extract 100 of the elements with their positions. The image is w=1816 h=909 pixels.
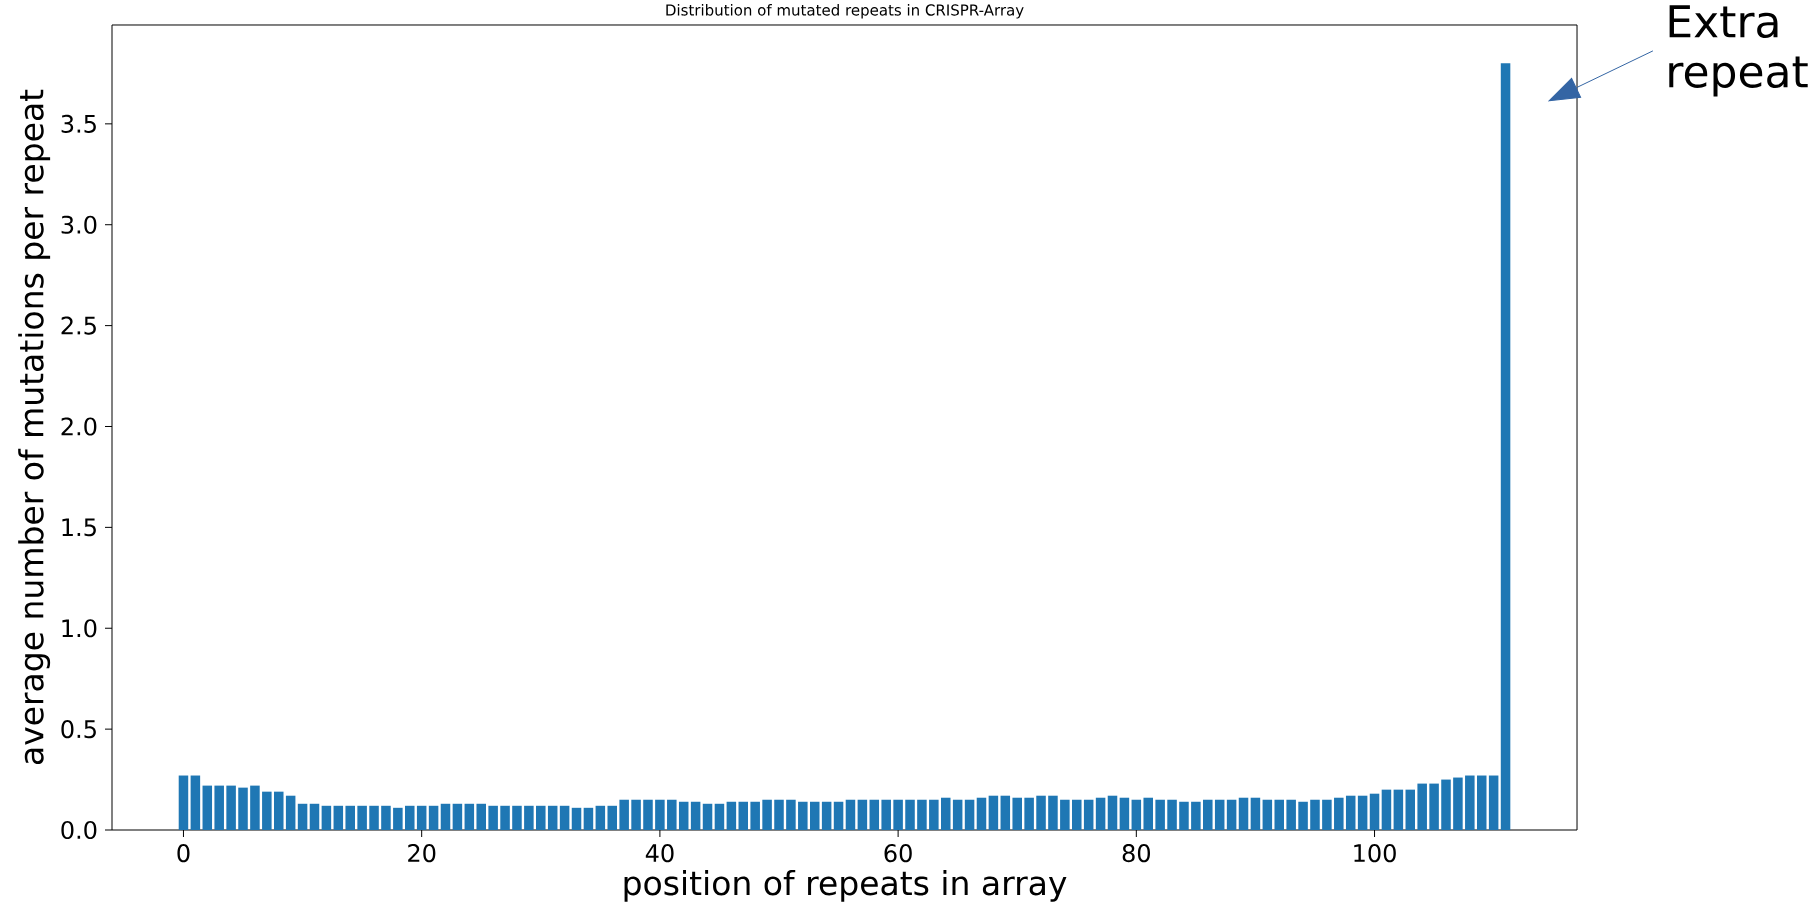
bar (929, 799, 939, 830)
bar (905, 799, 915, 830)
bar (1310, 799, 1320, 830)
bar (238, 787, 248, 830)
bar (476, 803, 486, 830)
bar (1191, 801, 1201, 830)
y-tick-label: 0.5 (61, 720, 96, 739)
x-tick-label: 40 (645, 844, 674, 863)
bar (405, 805, 415, 830)
bar (1036, 795, 1046, 830)
bar (464, 803, 475, 830)
bar (1476, 775, 1487, 830)
bar (917, 799, 927, 830)
bar (583, 807, 594, 830)
bar (1441, 779, 1451, 830)
bar (1274, 799, 1285, 830)
bar (416, 805, 427, 830)
x-axis-title: position of repeats in array (624, 869, 1067, 902)
bar (1250, 797, 1261, 830)
bar (1453, 777, 1463, 830)
bar (273, 791, 284, 830)
x-tick-label: 60 (884, 844, 912, 863)
bar (297, 803, 308, 830)
x-tick-label: 80 (1122, 844, 1150, 863)
bar (1155, 799, 1165, 830)
bar (857, 799, 868, 830)
y-tick-label: 0.0 (61, 820, 97, 840)
bar (1405, 789, 1416, 830)
bar (1262, 799, 1273, 830)
bar (1322, 799, 1332, 830)
bar (547, 805, 558, 830)
bar (1214, 799, 1225, 830)
bar (809, 801, 820, 830)
bar (940, 797, 951, 830)
bar (333, 805, 344, 830)
bar (631, 799, 641, 830)
bar (714, 803, 725, 830)
bar (1334, 797, 1344, 830)
bar (893, 799, 903, 830)
bar (321, 805, 332, 830)
bar (595, 805, 606, 830)
bar (309, 803, 320, 830)
bar (250, 785, 260, 830)
bar (1417, 783, 1427, 830)
y-tick-label: 2.0 (61, 417, 97, 436)
bar (1119, 797, 1130, 830)
bar (619, 799, 629, 830)
y-tick-label: 1.5 (62, 518, 96, 537)
bar (1143, 797, 1153, 830)
bar (1095, 797, 1106, 830)
x-tick-label: 0 (177, 844, 190, 863)
bar (1500, 63, 1511, 830)
bar (178, 775, 189, 830)
bar (369, 805, 379, 830)
bar (262, 791, 272, 830)
bar (1298, 801, 1308, 830)
bar (750, 801, 760, 830)
bar (1345, 795, 1356, 830)
bar (798, 801, 808, 830)
y-tick-label: 3.0 (61, 215, 97, 234)
bar (393, 807, 403, 830)
bar (774, 799, 784, 830)
bar (881, 799, 891, 830)
text: Extra repeat (1669, 5, 1808, 97)
y-tick-label: 3.5 (61, 114, 96, 133)
bar (964, 799, 975, 830)
bar (214, 785, 224, 830)
bar (1238, 797, 1249, 830)
bar (1167, 799, 1177, 830)
bar (488, 805, 498, 830)
bar (1000, 795, 1011, 830)
bar (786, 799, 796, 830)
bar (738, 801, 749, 830)
bar (1048, 795, 1058, 830)
bar (1107, 795, 1118, 830)
y-tick-label: 2.5 (61, 316, 96, 335)
bar (1488, 775, 1499, 830)
bar (357, 805, 367, 830)
bar (845, 799, 856, 830)
bar (428, 805, 439, 830)
bar (512, 805, 522, 830)
bar (190, 775, 201, 830)
bar (1357, 795, 1368, 830)
bar (1179, 801, 1189, 830)
bar (952, 799, 963, 830)
bar (1024, 797, 1034, 830)
bar (1083, 799, 1094, 830)
bar (1072, 799, 1082, 830)
bar (643, 799, 653, 830)
bar (1012, 797, 1022, 830)
bar (869, 799, 880, 830)
bar (726, 801, 737, 830)
y-axis-title: average number of mutations per repeat (18, 89, 51, 765)
bar (536, 805, 546, 830)
bar (976, 797, 987, 830)
bar (1131, 799, 1142, 830)
bar (702, 803, 713, 830)
bar (1369, 793, 1380, 830)
bar (381, 805, 391, 830)
bar (1060, 799, 1070, 830)
